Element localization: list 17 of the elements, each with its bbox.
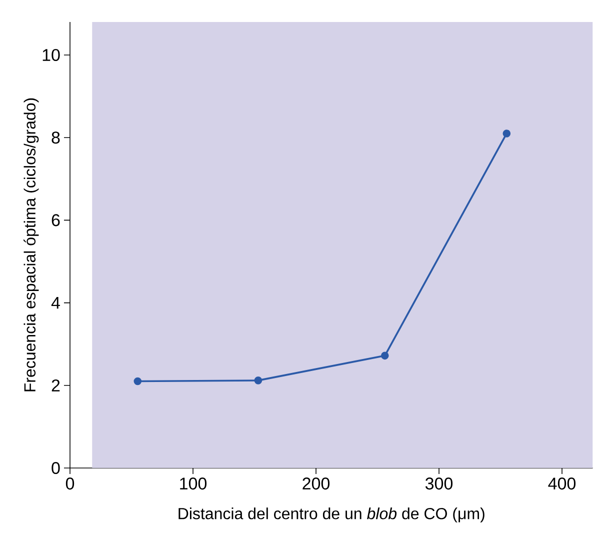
x-tick-label: 0 [66, 478, 74, 490]
y-tick-label: 8 [52, 132, 60, 144]
y-axis-title: Frecuencia espacial óptima (ciclos/grado) [24, 98, 39, 392]
x-tick-label: 400 [548, 478, 576, 490]
point [254, 376, 262, 384]
x-axis-title: Distancia del centro de un blob de CO (μm) [178, 508, 484, 522]
point [380, 352, 389, 360]
y-tick-label: 2 [52, 379, 60, 392]
y-tick-label: 0 [52, 462, 60, 474]
y-tick-label: 4 [51, 296, 60, 309]
point [134, 377, 142, 386]
y-tick-label: 10 [42, 48, 60, 62]
y-tick-label: 6 [52, 214, 60, 226]
x-tick-label: 100 [180, 478, 207, 490]
point [502, 130, 511, 138]
x-tick-label: 300 [425, 478, 453, 490]
x-tick-label: 200 [302, 478, 330, 490]
